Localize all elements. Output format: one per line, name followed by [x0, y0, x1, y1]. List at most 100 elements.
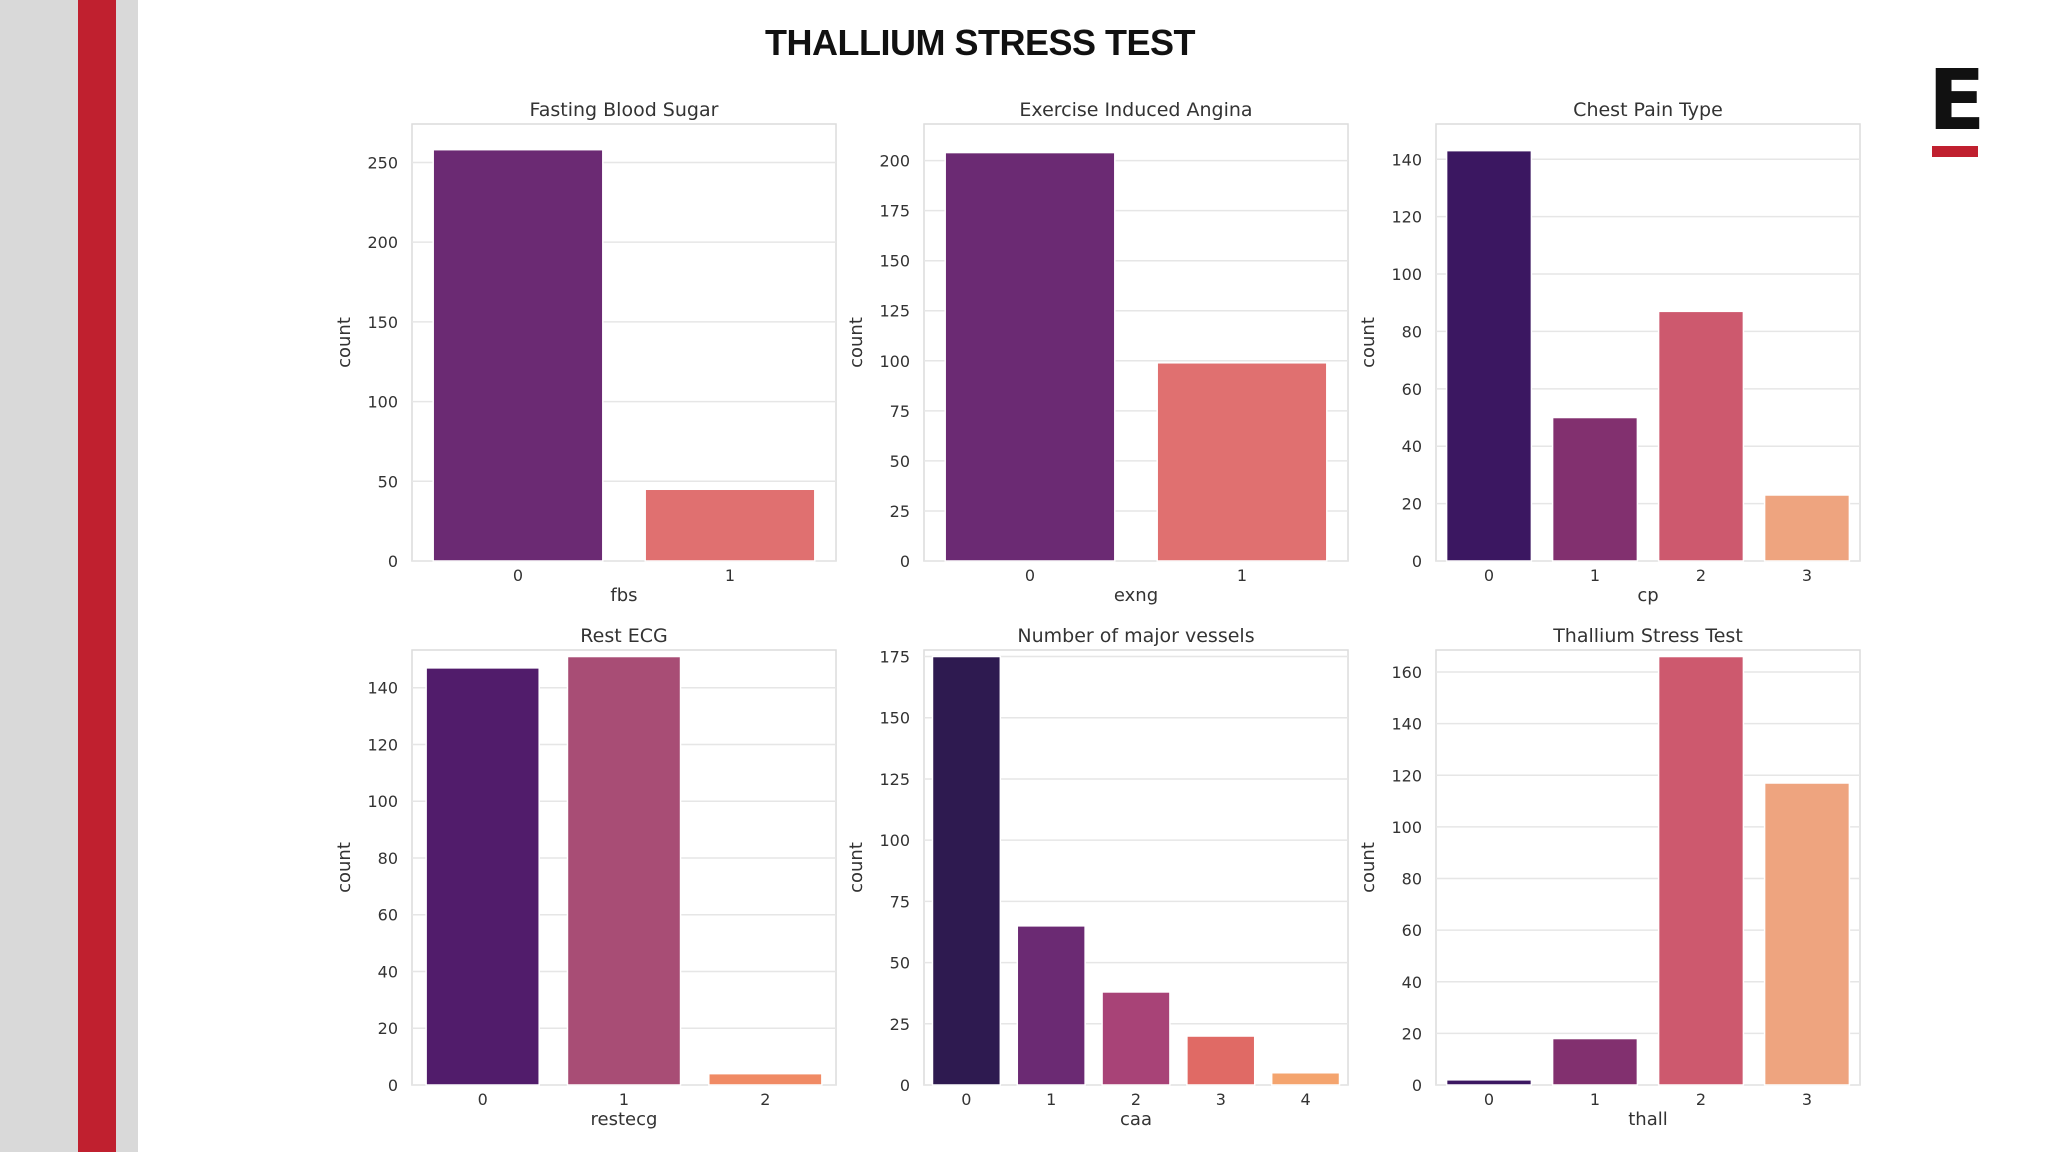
y-tick-label: 20 [378, 1019, 398, 1038]
y-tick-label: 50 [890, 954, 910, 973]
bar-1 [566, 655, 682, 1086]
y-tick-label: 175 [879, 202, 910, 221]
y-tick-label: 50 [378, 472, 398, 491]
bar-1 [644, 488, 816, 562]
bar-1 [1156, 362, 1328, 562]
left-grey-strip [116, 0, 138, 1152]
x-tick-label: 1 [1237, 566, 1247, 585]
y-tick-label: 75 [890, 892, 910, 911]
y-tick-label: 100 [879, 352, 910, 371]
chart-4: 0 20 40 60 80 100 120 140 0 1 2 Rest ECG restecg coun… [334, 625, 837, 1130]
y-tick-label: 40 [1402, 437, 1422, 456]
chart-title: Number of major vessels [1017, 625, 1254, 647]
x-tick-label: 2 [1696, 566, 1706, 585]
y-tick-label: 140 [1391, 715, 1422, 734]
x-tick-label: 1 [1590, 566, 1600, 585]
x-tick-label: 0 [478, 1090, 488, 1109]
brand-logo-letter: E [1928, 51, 1986, 149]
bar-1 [1016, 925, 1086, 1086]
y-tick-label: 120 [367, 735, 398, 754]
y-tick-label: 0 [900, 1076, 910, 1095]
y-tick-label: 100 [367, 792, 398, 811]
bar-1 [1551, 1037, 1639, 1086]
x-tick-label: 0 [1484, 566, 1494, 585]
y-tick-label: 150 [367, 313, 398, 332]
y-tick-label: 20 [1402, 495, 1422, 514]
bar-3 [1763, 494, 1851, 562]
y-tick-label: 125 [879, 770, 910, 789]
x-tick-label: 3 [1802, 1090, 1812, 1109]
y-tick-label: 100 [1391, 818, 1422, 837]
bar-4 [1270, 1072, 1341, 1086]
chart-title: Exercise Induced Angina [1019, 99, 1252, 121]
y-tick-label: 20 [1402, 1024, 1422, 1043]
chart-1: 0 50 100 150 200 250 0 1 Fasting Blood Sugar fbs c… [334, 99, 837, 606]
y-axis-label: count [846, 842, 867, 893]
y-tick-label: 120 [1391, 208, 1422, 227]
y-tick-label: 0 [900, 552, 910, 571]
y-tick-label: 100 [367, 393, 398, 412]
y-tick-label: 100 [879, 831, 910, 850]
y-tick-label: 25 [890, 502, 910, 521]
chart-6: 0 20 40 60 80 100 120 140 160 0 1 2 3 Thallium Stress… [1358, 625, 1861, 1130]
x-axis-label: exng [1114, 585, 1158, 606]
bar-0 [1445, 149, 1533, 562]
x-tick-label: 1 [1046, 1090, 1056, 1109]
y-tick-label: 80 [1402, 322, 1422, 341]
x-axis-label: thall [1628, 1109, 1668, 1130]
y-tick-label: 250 [367, 153, 398, 172]
y-tick-label: 140 [1391, 150, 1422, 169]
bar-2 [1657, 655, 1745, 1086]
y-tick-label: 150 [879, 709, 910, 728]
y-tick-label: 120 [1391, 766, 1422, 785]
y-axis-label: count [334, 842, 355, 893]
y-tick-label: 80 [378, 849, 398, 868]
bar-1 [1551, 416, 1639, 562]
y-axis-label: count [846, 317, 867, 368]
x-axis-label: restecg [591, 1109, 658, 1130]
x-tick-label: 0 [1484, 1090, 1494, 1109]
bar-0 [1445, 1079, 1533, 1086]
x-tick-label: 2 [760, 1090, 770, 1109]
y-tick-label: 100 [1391, 265, 1422, 284]
chart-title: Rest ECG [580, 625, 667, 647]
y-axis-label: count [1358, 842, 1379, 893]
x-tick-label: 2 [1696, 1090, 1706, 1109]
x-tick-label: 4 [1301, 1090, 1311, 1109]
y-tick-label: 40 [1402, 973, 1422, 992]
bar-3 [1763, 782, 1851, 1086]
y-tick-label: 160 [1391, 663, 1422, 682]
y-tick-label: 50 [890, 452, 910, 471]
bar-0 [432, 148, 604, 562]
chart-5: 0 25 50 75 100 125 150 175 0 1 2 3 4 Number of major … [846, 625, 1349, 1130]
bar-3 [1186, 1035, 1256, 1086]
slide-title: THALLIUM STRESS TEST [765, 22, 1196, 63]
x-tick-label: 0 [1025, 566, 1035, 585]
y-tick-label: 0 [388, 552, 398, 571]
chart-title: Fasting Blood Sugar [530, 99, 719, 121]
chart-title: Chest Pain Type [1573, 99, 1723, 121]
chart-title: Thallium Stress Test [1552, 625, 1743, 647]
y-axis-label: count [334, 317, 355, 368]
x-axis-label: cp [1637, 585, 1658, 606]
bar-0 [944, 151, 1116, 562]
x-axis-label: fbs [610, 585, 637, 606]
bar-0 [425, 667, 540, 1086]
y-tick-label: 75 [890, 402, 910, 421]
y-tick-label: 175 [879, 648, 910, 667]
y-tick-label: 40 [378, 962, 398, 981]
x-tick-label: 3 [1802, 566, 1812, 585]
left-red-band [78, 0, 116, 1152]
y-tick-label: 60 [1402, 921, 1422, 940]
y-axis-label: count [1358, 317, 1379, 368]
x-tick-label: 0 [961, 1090, 971, 1109]
y-tick-label: 150 [879, 252, 910, 271]
y-tick-label: 60 [378, 906, 398, 925]
y-tick-label: 60 [1402, 380, 1422, 399]
y-tick-label: 200 [367, 233, 398, 252]
chart-2: 0 25 50 75 100 125 150 175 200 0 1 Exercise Induced… [846, 99, 1349, 606]
x-tick-label: 1 [619, 1090, 629, 1109]
y-tick-label: 0 [1412, 552, 1422, 571]
